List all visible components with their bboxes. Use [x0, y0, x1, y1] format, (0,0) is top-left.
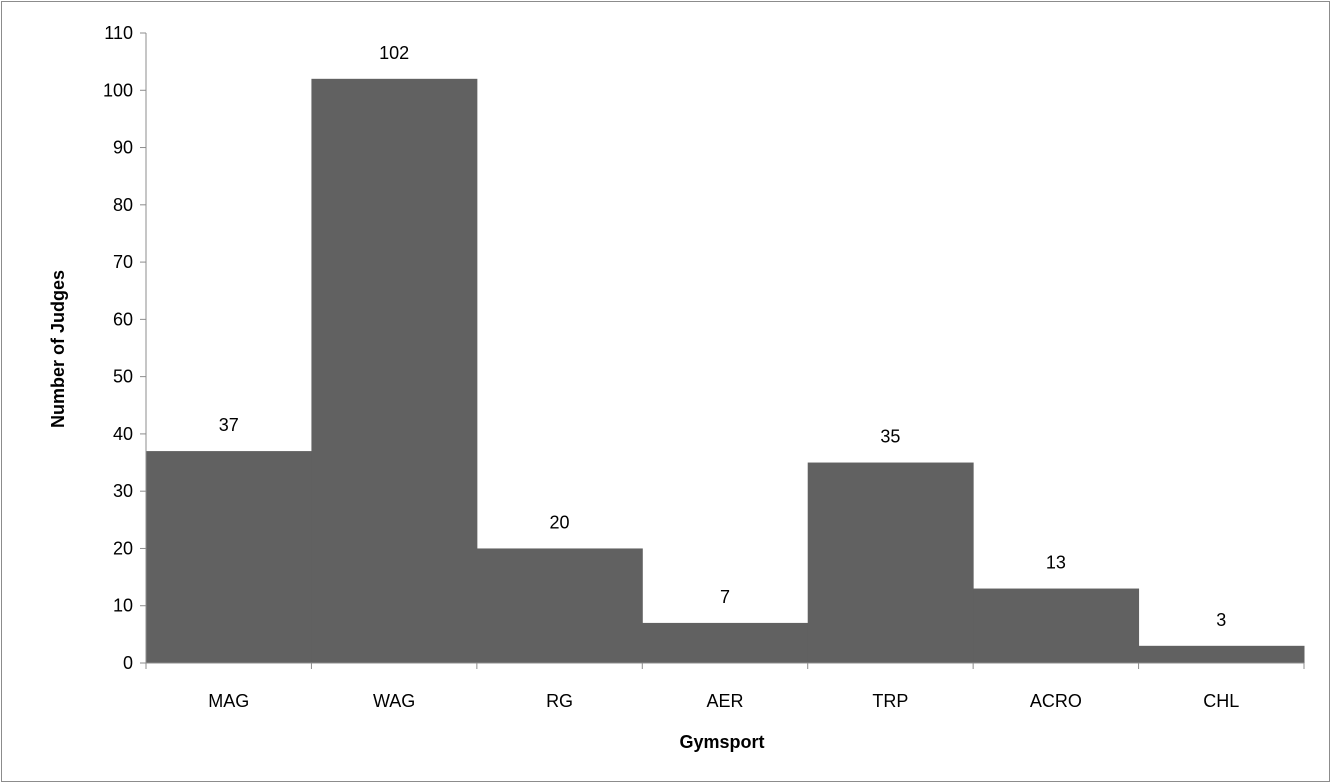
y-tick-label-20: 20: [113, 538, 133, 558]
y-tick-label-50: 50: [113, 367, 133, 387]
y-tick-label-0: 0: [123, 653, 133, 673]
y-tick-label-80: 80: [113, 195, 133, 215]
y-tick-label-110: 110: [104, 23, 133, 43]
bar-chl: [1138, 645, 1305, 663]
data-label-rg: 20: [550, 512, 570, 532]
x-tick-label-chl: CHL: [1203, 691, 1239, 711]
y-tick-label-40: 40: [113, 424, 133, 444]
y-tick-label-90: 90: [113, 138, 133, 158]
y-tick-label-30: 30: [113, 481, 133, 501]
data-label-acro: 13: [1046, 553, 1066, 573]
x-tick-label-rg: RG: [546, 691, 573, 711]
x-tick-label-aer: AER: [706, 691, 743, 711]
data-label-wag: 102: [379, 43, 409, 63]
y-tick-label-100: 100: [103, 80, 133, 100]
bar-mag: [146, 451, 312, 663]
bar-acro: [973, 588, 1140, 663]
x-tick-label-trp: TRP: [872, 691, 908, 711]
x-tick-label-acro: ACRO: [1030, 691, 1082, 711]
data-label-aer: 7: [720, 587, 730, 607]
x-axis-title: Gymsport: [679, 732, 764, 752]
plot-area: 0 10 20 30 40 50 60 70 80 90 100 110 MAG WAG RG AER TRP A…: [103, 23, 1305, 711]
y-tick-label-10: 10: [113, 596, 133, 616]
bar-aer: [642, 622, 809, 663]
data-label-trp: 35: [880, 427, 900, 447]
y-tick-label-60: 60: [113, 309, 133, 329]
data-label-mag: 37: [219, 415, 239, 435]
x-tick-label-mag: MAG: [208, 691, 249, 711]
y-axis-title: Number of Judges: [48, 270, 68, 428]
y-tick-label-70: 70: [113, 252, 133, 272]
bar-trp: [807, 462, 974, 663]
data-label-chl: 3: [1216, 610, 1226, 630]
x-tick-label-wag: WAG: [373, 691, 415, 711]
bar-rg: [476, 548, 643, 663]
bar-wag: [311, 78, 478, 664]
